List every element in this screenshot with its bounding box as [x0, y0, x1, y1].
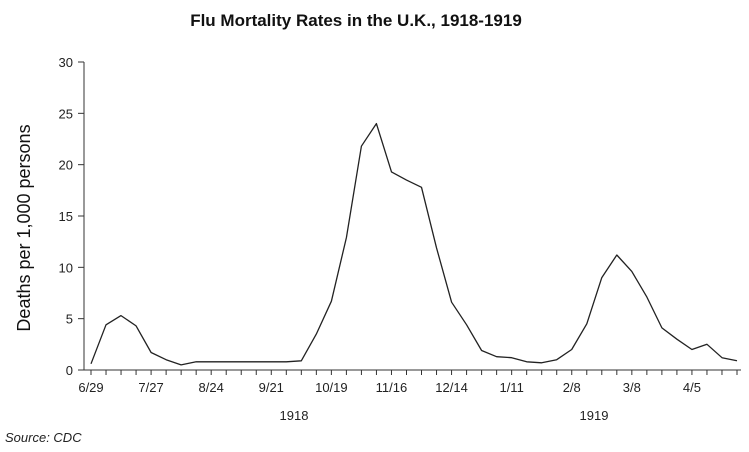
plot-area — [90, 122, 738, 366]
x-tick-label: 6/29 — [78, 380, 103, 395]
source-note: Source: CDC — [5, 430, 82, 445]
axes — [83, 62, 741, 371]
y-tick-label: 15 — [59, 209, 73, 224]
year-label-1919: 1919 — [580, 408, 609, 423]
y-axis-label: Deaths per 1,000 persons — [14, 124, 34, 331]
x-tick-label: 12/14 — [435, 380, 468, 395]
x-tick-label: 3/8 — [623, 380, 641, 395]
series-line — [90, 122, 738, 366]
y-tick-label: 20 — [59, 158, 73, 173]
x-tick-label: 9/21 — [259, 380, 284, 395]
year-label-1918: 1918 — [280, 408, 309, 423]
x-tick-label: 8/24 — [199, 380, 224, 395]
y-ticks: 0 5 10 15 20 25 30 — [59, 55, 84, 378]
x-tick-label: 11/16 — [376, 380, 408, 395]
chart-title: Flu Mortality Rates in the U.K., 1918-19… — [190, 11, 522, 30]
y-tick-label: 30 — [59, 55, 73, 70]
y-tick-label: 25 — [59, 106, 73, 121]
x-tick-label: 1/11 — [499, 380, 523, 395]
x-tick-label: 10/19 — [315, 380, 348, 395]
y-tick-label: 5 — [66, 312, 73, 327]
y-tick-label: 10 — [59, 260, 73, 275]
x-tick-label: 4/5 — [683, 380, 701, 395]
x-ticks: 6/29 7/27 8/24 9/21 10/19 11/16 12/14 1/11 2/8 3/… — [78, 370, 738, 395]
y-tick-label: 0 — [66, 363, 73, 378]
x-tick-label: 7/27 — [138, 380, 163, 395]
x-tick-label: 2/8 — [563, 380, 581, 395]
